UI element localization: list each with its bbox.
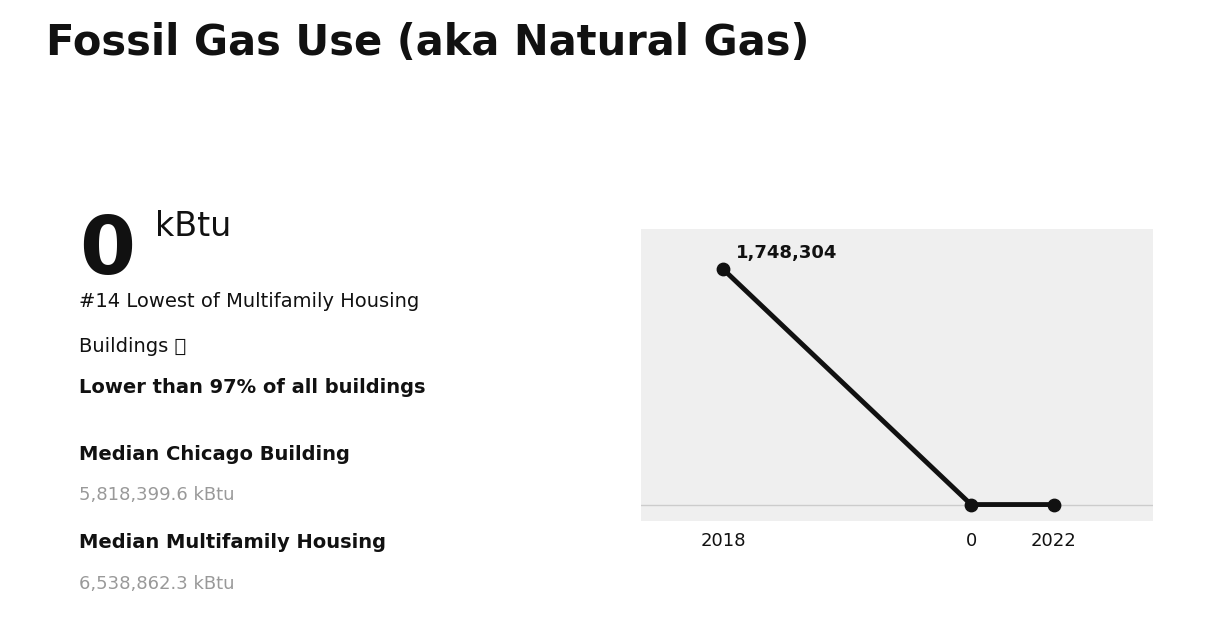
Point bbox=[1044, 500, 1064, 510]
Text: 1,748,304: 1,748,304 bbox=[736, 244, 837, 262]
Point bbox=[961, 500, 981, 510]
Text: Median Chicago Building: Median Chicago Building bbox=[79, 444, 350, 464]
Point bbox=[714, 264, 733, 274]
Text: Fossil Gas Use (aka Natural Gas): Fossil Gas Use (aka Natural Gas) bbox=[46, 22, 810, 64]
Text: 0: 0 bbox=[79, 213, 135, 291]
Text: Median Multifamily Housing: Median Multifamily Housing bbox=[79, 533, 387, 552]
Text: 5,818,399.6 kBtu: 5,818,399.6 kBtu bbox=[79, 486, 234, 504]
Text: Buildings 🏆: Buildings 🏆 bbox=[79, 337, 187, 356]
Text: Lower than 97% of all buildings: Lower than 97% of all buildings bbox=[79, 378, 426, 397]
Text: kBtu: kBtu bbox=[155, 210, 232, 243]
Text: #14 Lowest of Multifamily Housing: #14 Lowest of Multifamily Housing bbox=[79, 292, 420, 311]
Text: 6,538,862.3 kBtu: 6,538,862.3 kBtu bbox=[79, 575, 234, 592]
